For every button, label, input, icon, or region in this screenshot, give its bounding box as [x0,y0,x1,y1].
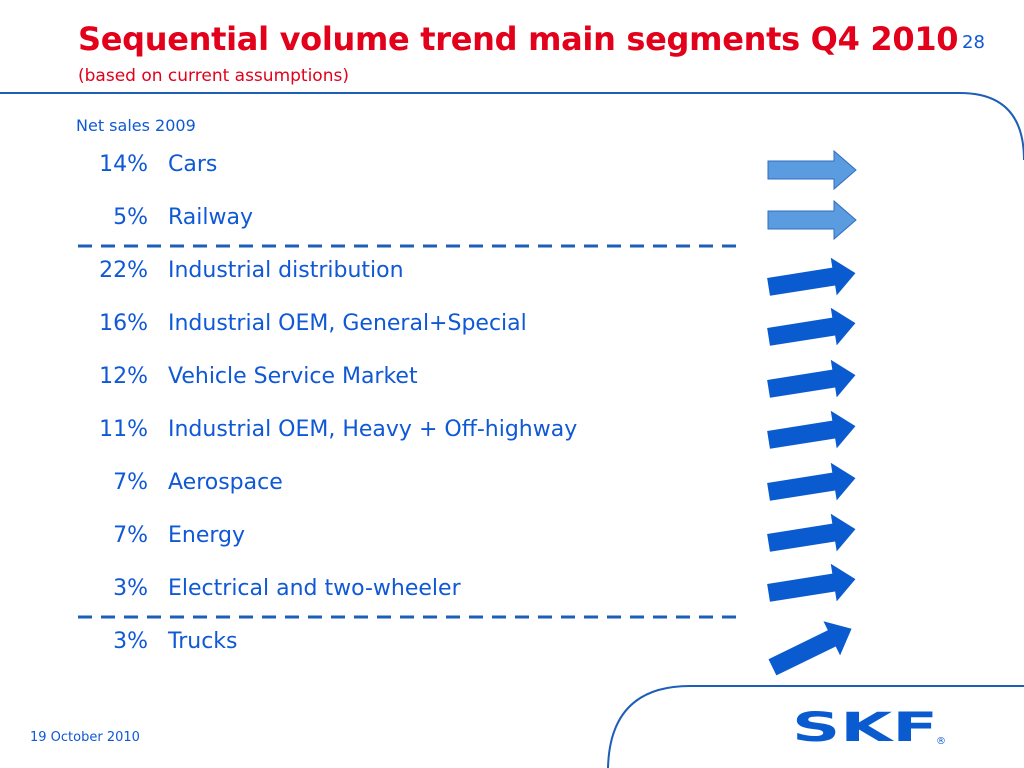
footer-date: 19 October 2010 [30,730,140,745]
trend-arrow-icon [767,257,856,296]
logo-registered-mark: ® [936,736,946,747]
segment-name: Industrial distribution [168,258,404,283]
segment-row: 5% Railway [0,203,720,233]
logo-text: SKF [792,708,938,748]
segment-row: 3% Electrical and two-wheeler [0,574,720,604]
segment-name: Aerospace [168,470,283,495]
segment-name: Railway [168,205,254,230]
segment-name: Industrial OEM, General+Special [168,311,527,336]
trend-arrow-icon [767,563,856,602]
segment-share: 3% [113,576,148,601]
trend-arrow-icon [767,307,856,346]
segment-share: 7% [113,523,148,548]
segment-row: 7% Energy [0,521,720,551]
page-number: 28 [962,32,985,53]
segment-name: Vehicle Service Market [168,364,418,389]
segment-name: Cars [168,152,218,177]
trend-arrow-icon [767,359,856,398]
top-frame-line [0,92,1024,161]
segment-share: 5% [113,205,148,230]
segment-name: Trucks [168,629,238,654]
segment-row: 22% Industrial distribution [0,256,720,286]
segment-share: 12% [99,364,148,389]
slide-subtitle: (based on current assumptions) [78,66,349,86]
segment-row: 7% Aerospace [0,468,720,498]
segment-share: 14% [99,152,148,177]
segment-row: 11% Industrial OEM, Heavy + Off-highway [0,415,720,445]
segment-name: Energy [168,523,246,548]
segment-row: 14% Cars [0,150,720,180]
segment-row: 16% Industrial OEM, General+Special [0,309,720,339]
slide-title: Sequential volume trend main segments Q4… [78,20,959,58]
trend-arrow-icon [768,621,852,676]
trend-arrow-icon [767,462,856,501]
trend-arrow-icon [767,199,857,241]
column-header-net-sales: Net sales 2009 [76,116,196,135]
skf-logo: SKF ® [792,708,946,748]
segment-share: 7% [113,470,148,495]
trend-arrow-icon [767,410,856,449]
segment-name: Industrial OEM, Heavy + Off-highway [168,417,578,442]
segment-name: Electrical and two-wheeler [168,576,461,601]
trend-arrow-icon [767,513,856,552]
segment-share: 3% [113,629,148,654]
segment-row: 12% Vehicle Service Market [0,362,720,392]
segment-share: 16% [99,311,148,336]
segment-share: 22% [99,258,148,283]
segment-row: 3% Trucks [0,627,720,657]
bottom-frame-line [607,685,1024,768]
trend-arrow-icon [767,149,857,191]
segment-share: 11% [99,417,148,442]
